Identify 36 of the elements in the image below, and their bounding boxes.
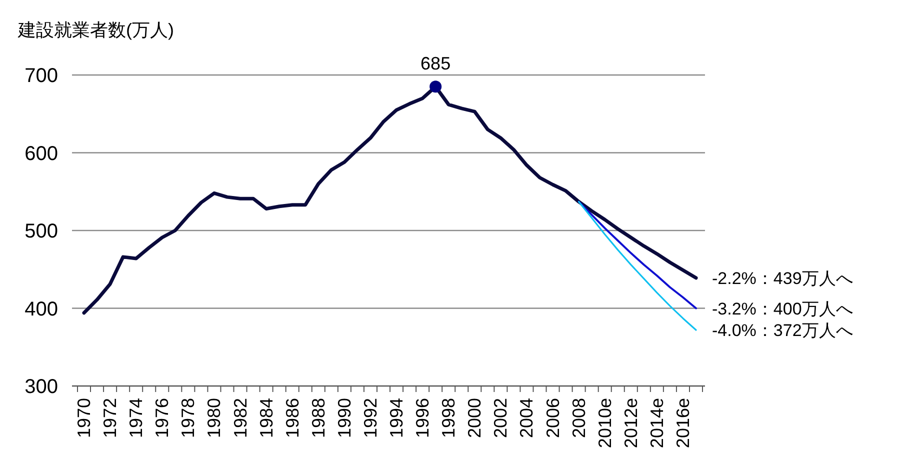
- line-series: [578, 200, 697, 310]
- x-tick-label: 1992: [360, 398, 380, 438]
- x-tick-label: 2002: [490, 398, 511, 438]
- x-tick-label: 1978: [178, 398, 198, 438]
- y-tick-label: 300: [24, 376, 58, 398]
- series-label: -3.2%：400万人へ: [712, 299, 853, 318]
- y-axis-title: 建設就業者数(万人): [17, 20, 174, 40]
- x-tick-label: 1970: [74, 398, 94, 438]
- y-tick-label: 400: [24, 298, 58, 320]
- x-tick-label: 1988: [308, 398, 328, 438]
- x-tick-label: 1984: [256, 398, 276, 438]
- series-label: -2.2%：439万人へ: [712, 268, 853, 288]
- x-tick-label: 1974: [126, 398, 146, 438]
- data-label: 685: [420, 54, 451, 74]
- x-tick-label: 1990: [334, 398, 354, 438]
- x-tick-label: 2004: [516, 398, 537, 438]
- x-tick-label: 2010e: [594, 398, 615, 448]
- x-tick-label: 2006: [542, 398, 563, 438]
- x-tick-label: 1986: [282, 398, 302, 438]
- x-tick-label: 1994: [386, 398, 407, 438]
- y-tick-label: 700: [24, 65, 58, 87]
- line-series: [578, 200, 697, 331]
- x-tick-label: 2016e: [672, 398, 693, 448]
- x-tick-label: 2000: [464, 398, 485, 438]
- series-label: -4.0%：372万人へ: [712, 321, 853, 340]
- x-tick-label: 1998: [438, 398, 459, 438]
- x-tick-label: 1982: [230, 398, 250, 438]
- x-tick-label: 1976: [152, 398, 172, 438]
- x-tick-label: 2008: [568, 398, 589, 438]
- x-tick-label: 1980: [204, 398, 224, 438]
- x-tick-label: 1996: [412, 398, 433, 438]
- x-tick-label: 1972: [100, 398, 120, 438]
- x-tick-label: 2012e: [620, 398, 641, 448]
- y-tick-label: 500: [24, 220, 58, 242]
- y-tick-label: 600: [24, 142, 58, 165]
- x-tick-label: 2014e: [646, 398, 667, 448]
